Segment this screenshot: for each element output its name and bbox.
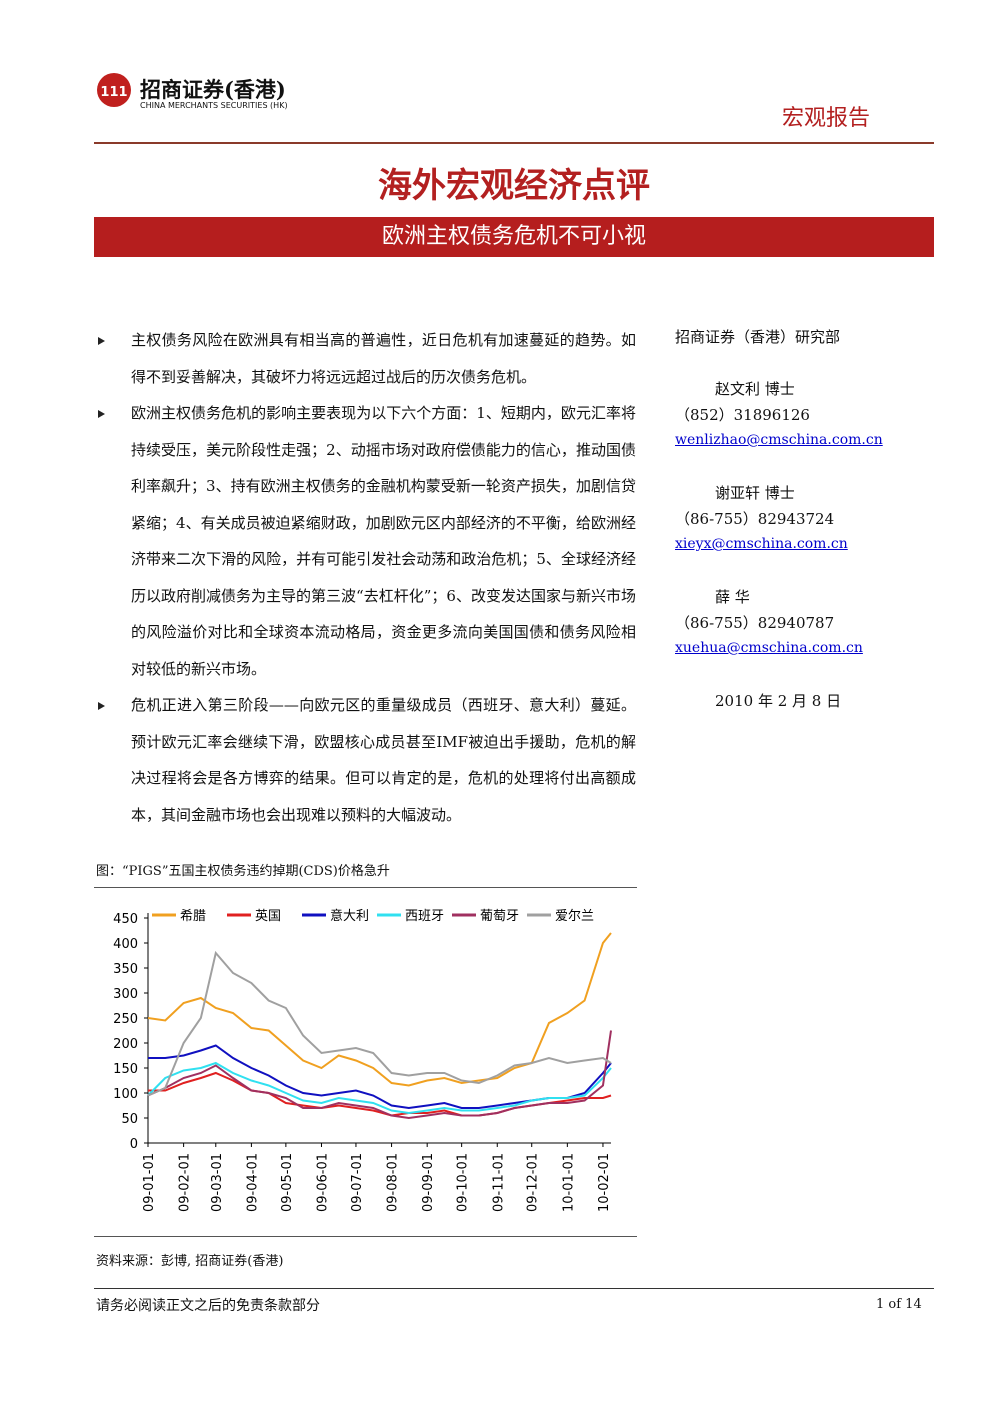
- x-tick-label: 10-02-01: [597, 1153, 612, 1212]
- x-tick-label: 09-01-01: [142, 1153, 157, 1212]
- title: 海外宏观经济点评: [378, 166, 650, 206]
- series-line: [147, 932, 612, 1087]
- y-tick-label: 350: [113, 962, 138, 977]
- y-tick-label: 300: [113, 987, 138, 1002]
- analyst-phone: （852）31896126: [675, 406, 810, 424]
- bullet: 欧洲主权债务危机的影响主要表现为以下六个方面：1、短期内，欧元汇率将持续受压，美…: [96, 395, 636, 687]
- x-tick-label: 09-05-01: [280, 1153, 295, 1212]
- x-tick-label: 09-06-01: [315, 1153, 330, 1212]
- legend-label: 英国: [255, 909, 281, 924]
- svg-text:111: 111: [100, 85, 127, 100]
- subtitle-bar: 欧洲主权债务危机不可小视: [94, 217, 934, 257]
- analyst-name: 薛 华: [715, 588, 750, 606]
- y-tick-label: 100: [113, 1087, 138, 1102]
- logo-en: CHINA MERCHANTS SECURITIES (HK): [140, 101, 288, 110]
- legend-label: 葡萄牙: [480, 909, 519, 924]
- x-tick-label: 09-12-01: [526, 1153, 541, 1212]
- date: 2010 年 2 月 8 日: [715, 692, 842, 710]
- x-tick-label: 10-01-01: [561, 1153, 576, 1212]
- x-tick-label: 09-07-01: [350, 1153, 365, 1212]
- figure-rule: [94, 1236, 637, 1237]
- bullet: 危机正进入第三阶段——向欧元区的重量级成员（西班牙、意大利）蔓延。预计欧元汇率会…: [96, 687, 636, 833]
- legend-label: 西班牙: [405, 909, 444, 924]
- footer-rule: [94, 1288, 934, 1289]
- logo-icon: 111: [97, 73, 131, 107]
- x-tick-label: 09-10-01: [456, 1153, 471, 1212]
- logo-cn: 招商证券(香港): [140, 77, 286, 102]
- x-tick-label: 09-04-01: [245, 1153, 260, 1212]
- analyst-name: 谢亚轩 博士: [715, 484, 795, 502]
- subtitle: 欧洲主权债务危机不可小视: [381, 224, 646, 249]
- legend-label: 希腊: [180, 909, 206, 924]
- figure-source: 资料来源：彭博, 招商证券(香港): [96, 1254, 284, 1269]
- x-tick-label: 09-03-01: [210, 1153, 225, 1212]
- y-tick-label: 450: [113, 912, 138, 927]
- y-tick-label: 150: [113, 1062, 138, 1077]
- analyst-phone: （86-755）82943724: [675, 510, 835, 528]
- bullet: 主权债务风险在欧洲具有相当高的普遍性，近日危机有加速蔓延的趋势。如得不到妥善解决…: [96, 322, 636, 395]
- x-tick-label: 09-02-01: [178, 1153, 193, 1212]
- page-number: 1 of 14: [876, 1297, 922, 1312]
- series-line: [147, 950, 612, 1097]
- analyst-email[interactable]: xieyx@cmschina.com.cn: [675, 536, 848, 552]
- x-tick-label: 09-09-01: [421, 1153, 436, 1212]
- analyst-email[interactable]: xuehua@cmschina.com.cn: [675, 640, 863, 656]
- figure-caption: 图：“PIGS”五国主权债务违约掉期(CDS)价格急升: [96, 864, 390, 879]
- analyst-phone: （86-755）82940787: [675, 614, 835, 632]
- report-type: 宏观报告: [782, 106, 871, 131]
- legend-label: 意大利: [330, 908, 369, 924]
- legend-label: 爱尔兰: [555, 909, 594, 924]
- analyst-email[interactable]: wenlizhao@cmschina.com.cn: [675, 432, 883, 448]
- disclaimer: 请务必阅读正文之后的免责条款部分: [96, 1298, 320, 1314]
- analyst-name: 赵文利 博士: [715, 380, 795, 398]
- series-line: [147, 1030, 612, 1120]
- y-tick-label: 0: [130, 1137, 138, 1152]
- bullets: 主权债务风险在欧洲具有相当高的普遍性，近日危机有加速蔓延的趋势。如得不到妥善解决…: [96, 322, 636, 833]
- series-line: [148, 1071, 612, 1117]
- x-tick-label: 09-11-01: [491, 1153, 506, 1212]
- y-tick-label: 400: [113, 937, 138, 952]
- header-rule: [94, 142, 934, 144]
- y-tick-label: 50: [121, 1112, 138, 1127]
- chart: 0 50 100 150 200 250 300 350 400 450 09-01-01 09-02…: [113, 908, 612, 1212]
- x-tick-label: 09-08-01: [386, 1153, 401, 1212]
- y-tick-label: 250: [113, 1012, 138, 1027]
- y-tick-label: 200: [113, 1037, 138, 1052]
- series-line: [147, 1061, 612, 1115]
- figure-rule: [94, 887, 637, 888]
- dept: 招商证券（香港）研究部: [675, 328, 841, 346]
